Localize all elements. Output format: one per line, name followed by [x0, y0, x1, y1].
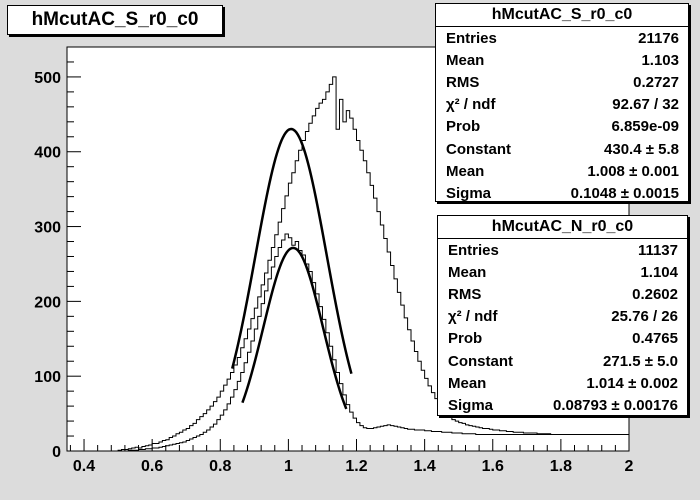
stats-label: χ² / ndf — [446, 96, 496, 114]
gaussian-fit-curve — [241, 246, 348, 410]
y-tick-label: 500 — [34, 70, 61, 87]
x-tick-label: 0.4 — [73, 458, 95, 475]
stats-value: 6.859e-09 — [611, 118, 679, 136]
stats-label: Prob — [448, 330, 483, 348]
stats-box-title: hMcutAC_S_r0_c0 — [436, 4, 688, 27]
stats-box-title: hMcutAC_N_r0_c0 — [438, 216, 687, 239]
stats-value: 92.67 / 32 — [612, 96, 679, 114]
stats-value: 271.5 ± 5.0 — [603, 352, 678, 370]
stats-rows: Entries 11137 Mean 1.104 RMS 0.2602 χ² / ndf 25… — [438, 239, 687, 417]
stats-box-s: hMcutAC_S_r0_c0 Entries 21176 Mean 1.103 RMS… — [435, 3, 689, 202]
stats-value: 0.4765 — [632, 330, 678, 348]
stats-row: χ² / ndf 92.67 / 32 — [436, 94, 688, 116]
stats-label: Mean — [446, 51, 485, 69]
stats-label: Sigma — [446, 184, 492, 202]
stats-row: Mean 1.014 ± 0.002 — [438, 372, 687, 394]
stats-value: 11137 — [637, 241, 678, 259]
stats-value: 0.08793 ± 0.00176 — [552, 396, 678, 414]
histogram-title: hMcutAC_S_r0_c0 — [7, 5, 223, 35]
x-tick-label: 2 — [625, 458, 634, 475]
y-tick-label: 300 — [34, 220, 61, 237]
stats-row: Sigma 0.1048 ± 0.0015 — [436, 182, 688, 204]
stats-value: 430.4 ± 5.8 — [604, 140, 679, 158]
stats-value: 0.1048 ± 0.0015 — [570, 184, 679, 202]
stats-label: Prob — [446, 118, 481, 136]
stats-value: 25.76 / 26 — [611, 308, 678, 326]
stats-value: 0.2727 — [633, 73, 679, 91]
stats-row: Prob 6.859e-09 — [436, 116, 688, 138]
x-tick-label: 1.8 — [550, 458, 572, 475]
stats-value: 1.104 — [640, 263, 678, 281]
stats-row: Entries 11137 — [438, 239, 687, 261]
axis-ticks: 0.4 0.6 0.8 1 1.2 1.4 1.6 1.8 2 0 100 200 300 400 500 — [34, 46, 634, 475]
x-tick-label: 1.2 — [345, 458, 367, 475]
y-tick-label: 100 — [34, 369, 61, 386]
stats-row: RMS 0.2602 — [438, 283, 687, 305]
x-tick-label: 0.8 — [209, 458, 231, 475]
stats-label: Mean — [448, 263, 487, 281]
stats-value: 21176 — [638, 29, 679, 47]
stats-row: Mean 1.008 ± 0.001 — [436, 160, 688, 182]
stats-label: RMS — [446, 73, 480, 91]
stats-row: Constant 271.5 ± 5.0 — [438, 350, 687, 372]
y-tick-label: 0 — [52, 444, 61, 461]
stats-row: RMS 0.2727 — [436, 71, 688, 93]
stats-row: Prob 0.4765 — [438, 328, 687, 350]
stats-box-n: hMcutAC_N_r0_c0 Entries 11137 Mean 1.104 RMS… — [437, 215, 688, 416]
stats-label: Constant — [448, 352, 513, 370]
stats-label: Constant — [446, 140, 511, 158]
stats-value: 1.103 — [641, 51, 679, 69]
gaussian-fit-curve — [230, 127, 353, 374]
stats-value: 1.014 ± 0.002 — [586, 374, 678, 392]
x-tick-label: 1.4 — [414, 458, 436, 475]
stats-row: Constant 430.4 ± 5.8 — [436, 138, 688, 160]
stats-row: Entries 21176 — [436, 27, 688, 49]
histogram-line — [118, 233, 629, 452]
y-tick-label: 400 — [34, 145, 61, 162]
stats-label: Entries — [446, 29, 497, 47]
stats-label: RMS — [448, 285, 482, 303]
stats-label: Mean — [448, 374, 487, 392]
x-tick-label: 1 — [284, 458, 293, 475]
stats-row: χ² / ndf 25.76 / 26 — [438, 306, 687, 328]
stats-value: 0.2602 — [632, 285, 678, 303]
x-tick-label: 0.6 — [141, 458, 163, 475]
stats-row: Mean 1.103 — [436, 49, 688, 71]
y-tick-label: 200 — [34, 294, 61, 311]
histogram-line — [117, 76, 623, 451]
stats-label: Entries — [448, 241, 499, 259]
stats-label: Sigma — [448, 396, 494, 414]
histogram-series — [117, 76, 629, 452]
x-tick-label: 1.6 — [482, 458, 504, 475]
stats-value: 1.008 ± 0.001 — [587, 162, 679, 180]
fit-curves — [230, 127, 353, 410]
stats-row: Sigma 0.08793 ± 0.00176 — [438, 394, 687, 416]
stats-label: χ² / ndf — [448, 308, 498, 326]
stats-rows: Entries 21176 Mean 1.103 RMS 0.2727 χ² / ndf 92… — [436, 27, 688, 205]
stats-label: Mean — [446, 162, 485, 180]
stats-row: Mean 1.104 — [438, 261, 687, 283]
